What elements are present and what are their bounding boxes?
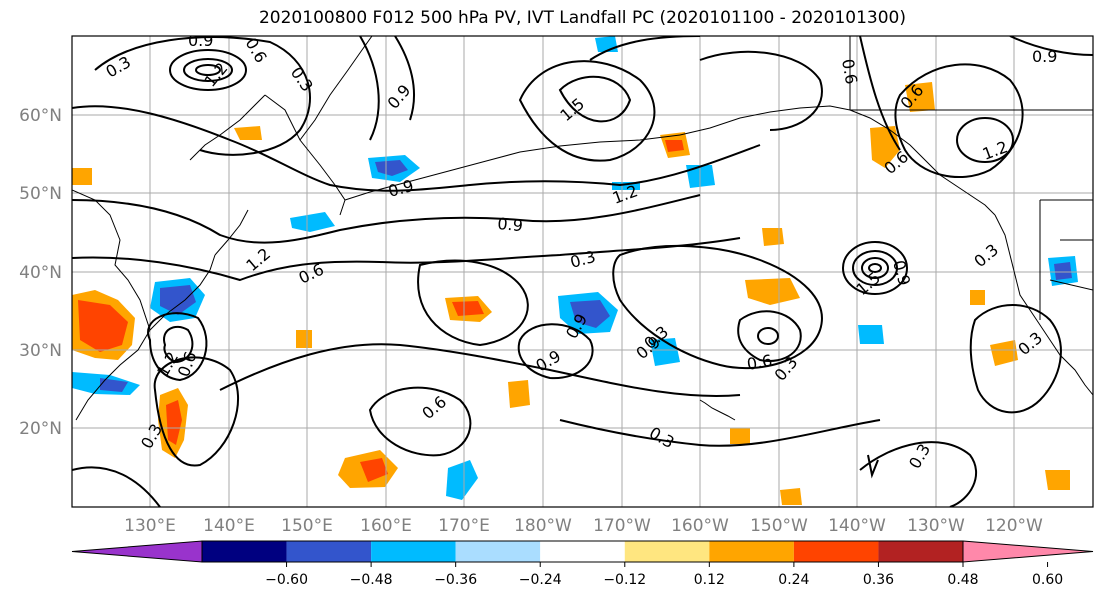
colorbar-tick-label: −0.48: [350, 572, 393, 588]
lon-label: 160°W: [671, 516, 729, 536]
colorbar-segment: [371, 541, 456, 562]
colorbar-segment: [878, 541, 963, 562]
coastlines: [72, 36, 1093, 421]
lon-label: 130°E: [124, 516, 176, 536]
pv-anomaly-shading: [72, 36, 1078, 505]
latitude-labels: 60°N 50°N 40°N 30°N 20°N: [19, 106, 62, 439]
contour-label: 0.6: [745, 351, 773, 374]
colorbar-extend-min: [71, 540, 203, 563]
lon-label: 150°W: [750, 516, 808, 536]
map-title: 2020100800 F012 500 hPa PV, IVT Landfall…: [258, 8, 906, 28]
lat-label: 60°N: [19, 106, 62, 126]
plot-frame: [71, 35, 1094, 508]
colorbar-segment: [286, 541, 372, 562]
lat-label: 20°N: [19, 419, 62, 439]
colorbar-tick-label: −0.36: [434, 572, 477, 588]
ivt-contours: [72, 36, 1093, 507]
longitude-labels: 130°E 140°E 150°E 160°E 170°E 180°W 170°…: [124, 516, 1043, 536]
contour-label: 0.9: [188, 31, 213, 50]
lon-label: 170°E: [438, 516, 490, 536]
lat-label: 30°N: [19, 341, 62, 361]
lon-label: 140°W: [828, 516, 886, 536]
colorbar-segment: [793, 541, 879, 562]
contour-label: 0.9: [497, 214, 524, 235]
colorbar-tick-label: 0.60: [1032, 572, 1063, 588]
lon-label: 170°W: [593, 516, 651, 536]
colorbar-tick-label: 0.24: [778, 572, 809, 588]
lon-label: 160°E: [360, 516, 412, 536]
lon-label: 140°E: [203, 516, 255, 536]
colorbar-extend-max: [962, 540, 1094, 563]
colorbar-segment: [202, 541, 287, 562]
lat-label: 50°N: [19, 184, 62, 204]
colorbar-tick-label: −0.12: [603, 572, 646, 588]
colorbar: −0.60 −0.48 −0.36 −0.24 −0.12 0.12 0.24 0.36 0.4…: [71, 540, 1094, 588]
colorbar-tick-label: 0.48: [947, 572, 978, 588]
colorbar-tick-label: 0.36: [863, 572, 894, 588]
lon-label: 130°W: [907, 516, 965, 536]
colorbar-segment: [709, 541, 794, 562]
lat-label: 40°N: [19, 263, 62, 283]
lon-label: 120°W: [985, 516, 1043, 536]
colorbar-segment: [624, 541, 710, 562]
contour-label: 0.6: [838, 57, 861, 85]
colorbar-segment: [540, 541, 625, 562]
colorbar-segment: [455, 541, 541, 562]
contour-label: 0.9: [1032, 47, 1057, 66]
colorbar-tick-label: 0.12: [694, 572, 725, 588]
lon-label: 150°E: [281, 516, 333, 536]
lon-label: 180°W: [514, 516, 572, 536]
colorbar-tick-label: −0.24: [519, 572, 562, 588]
colorbar-frame: [201, 540, 964, 563]
colorbar-tick-label: −0.60: [265, 572, 308, 588]
